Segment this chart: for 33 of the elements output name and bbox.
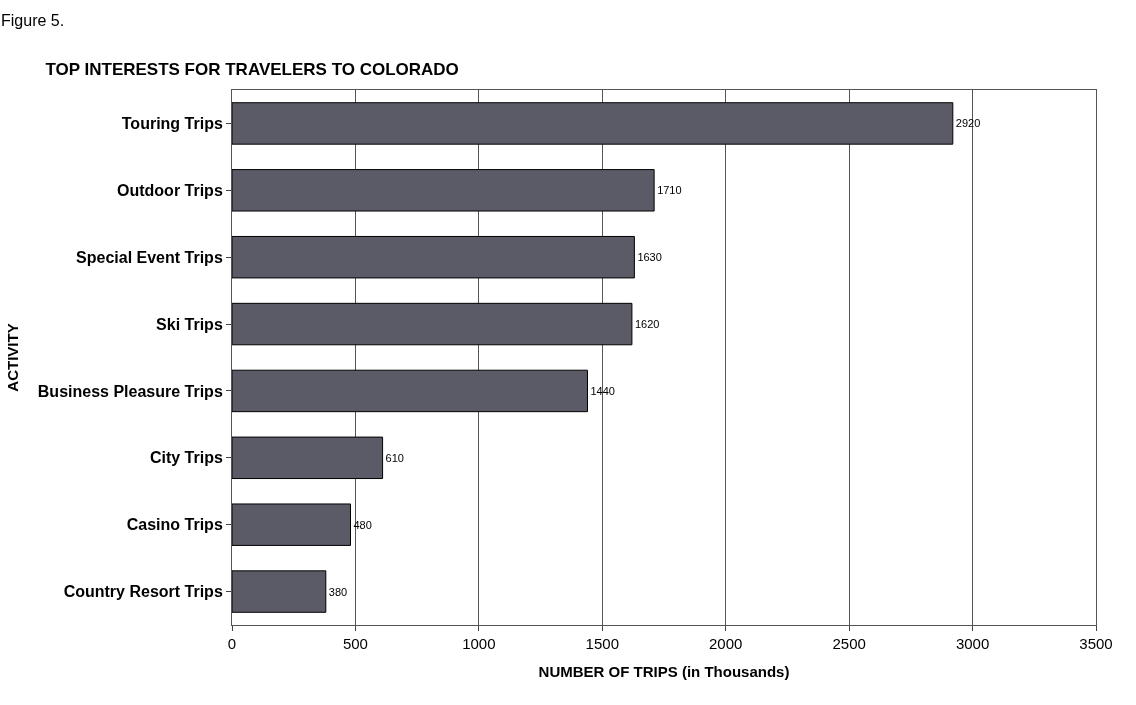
y-tick-label: Ski Trips	[156, 315, 223, 333]
bar	[232, 503, 351, 546]
y-tick-label: Casino Trips	[126, 516, 223, 534]
data-label: 1710	[657, 184, 682, 197]
data-label: 1620	[634, 318, 660, 331]
x-tick-label: 500	[342, 635, 368, 652]
x-tick-label: 2000	[709, 635, 743, 652]
bar	[232, 102, 954, 145]
y-tick-label: Business Pleasure Trips	[37, 382, 223, 400]
x-tick-label: 2500	[832, 635, 866, 652]
y-axis-title: ACTIVITY	[4, 323, 22, 392]
data-label: 380	[328, 585, 348, 598]
x-axis-title: NUMBER OF TRIPS (in Thousands)	[538, 663, 790, 680]
x-tick-label: 0	[227, 635, 237, 652]
data-label: 610	[385, 451, 404, 464]
x-tick-label: 1500	[585, 635, 619, 652]
data-label: 1630	[637, 251, 662, 264]
y-tick-label: Special Event Trips	[76, 248, 223, 266]
x-tick-label: 1000	[462, 635, 496, 652]
x-tick-label: 3000	[955, 635, 990, 652]
caption: Figure 5.	[1, 12, 65, 29]
bar	[232, 570, 327, 613]
bar	[232, 169, 655, 212]
y-tick-label: Outdoor Trips	[117, 181, 223, 199]
y-tick-label: City Trips	[149, 449, 223, 467]
chart-title: TOP INTERESTS FOR TRAVELERS TO COLORADO	[45, 60, 459, 80]
bar	[232, 235, 635, 279]
y-tick-label: Country Resort Trips	[63, 583, 223, 601]
x-tick-label: 3500	[1079, 635, 1113, 652]
bar	[232, 436, 384, 480]
bar	[232, 302, 633, 346]
y-tick-label: Touring Trips	[121, 115, 223, 133]
bar	[232, 369, 588, 413]
